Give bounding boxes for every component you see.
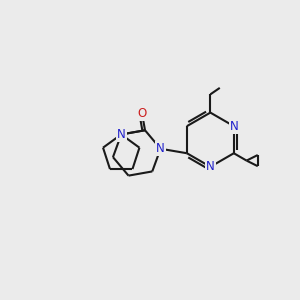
Text: N: N bbox=[230, 120, 238, 133]
Text: N: N bbox=[117, 128, 126, 141]
Text: N: N bbox=[206, 160, 215, 173]
Text: O: O bbox=[117, 128, 126, 141]
Text: O: O bbox=[137, 107, 147, 120]
Text: N: N bbox=[156, 142, 165, 155]
